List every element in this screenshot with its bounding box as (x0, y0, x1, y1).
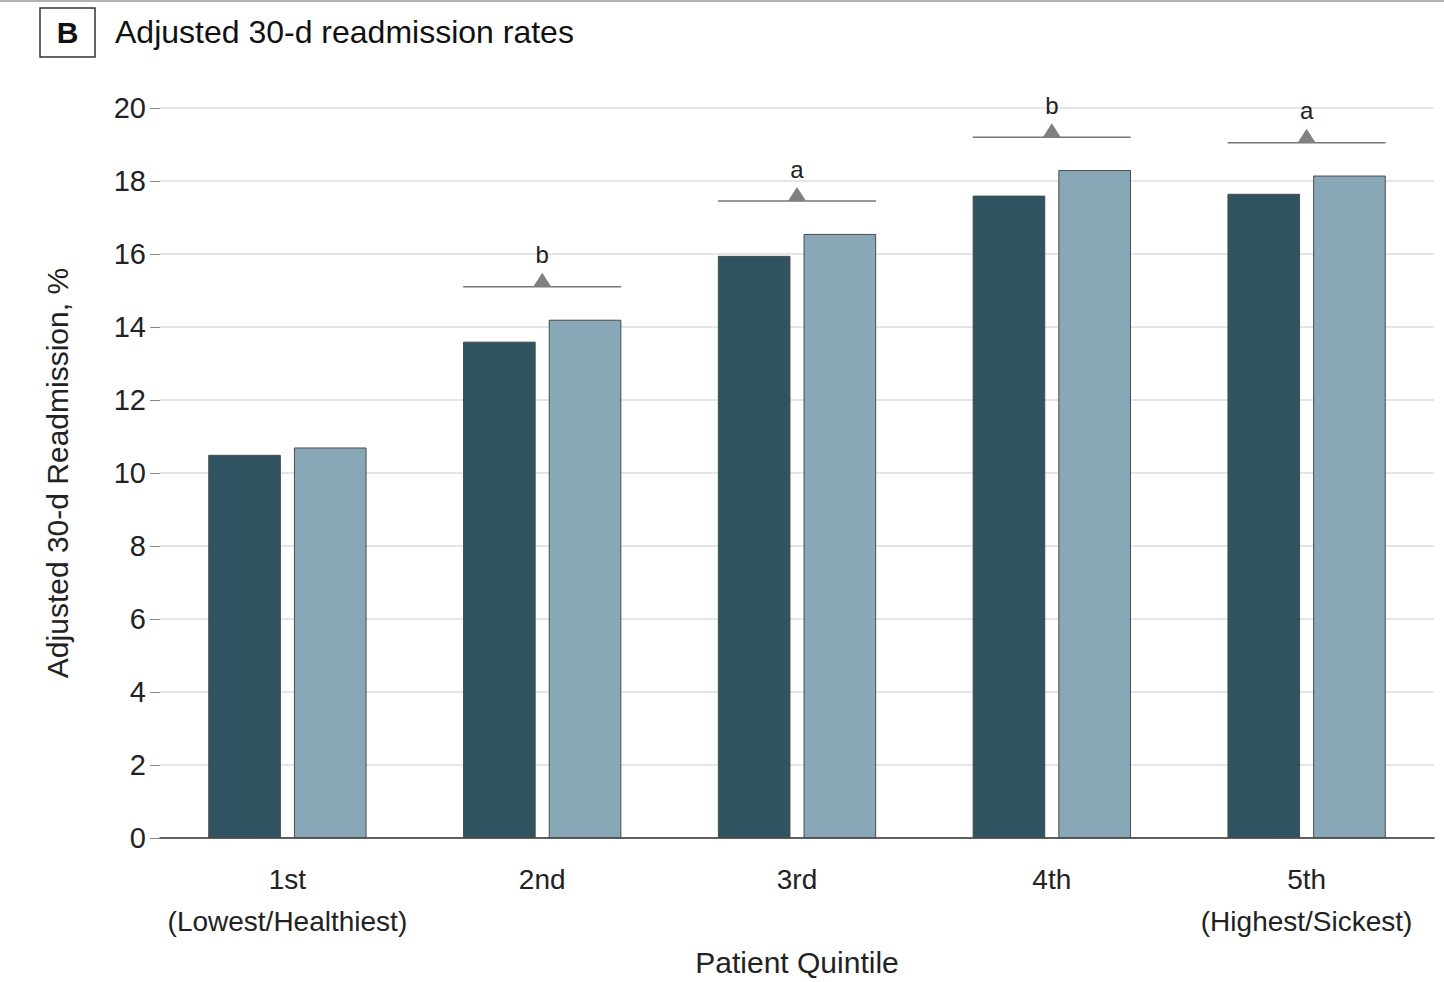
svg-text:Adjusted 30-d readmission rate: Adjusted 30-d readmission rates (115, 14, 574, 50)
svg-text:b: b (536, 241, 549, 268)
svg-text:0: 0 (130, 822, 146, 854)
svg-text:4th: 4th (1032, 864, 1071, 895)
svg-text:18: 18 (114, 165, 146, 197)
svg-text:3rd: 3rd (777, 864, 817, 895)
svg-text:Patient Quintile: Patient Quintile (695, 946, 898, 979)
svg-text:14: 14 (114, 311, 146, 343)
svg-text:(Highest/Sickest): (Highest/Sickest) (1201, 906, 1413, 937)
svg-text:B: B (57, 16, 79, 49)
svg-text:a: a (1300, 97, 1314, 124)
svg-text:12: 12 (114, 384, 146, 416)
svg-text:8: 8 (130, 530, 146, 562)
svg-text:20: 20 (114, 92, 146, 124)
svg-text:6: 6 (130, 603, 146, 635)
svg-text:16: 16 (114, 238, 146, 270)
svg-text:b: b (1045, 92, 1058, 119)
svg-text:(Lowest/Healthiest): (Lowest/Healthiest) (168, 906, 408, 937)
svg-text:1st: 1st (269, 864, 307, 895)
svg-text:10: 10 (114, 457, 146, 489)
svg-text:2nd: 2nd (519, 864, 566, 895)
svg-text:5th: 5th (1287, 864, 1326, 895)
svg-text:Adjusted 30-d Readmission, %: Adjusted 30-d Readmission, % (41, 268, 74, 678)
svg-text:a: a (790, 156, 804, 183)
svg-text:4: 4 (130, 676, 146, 708)
svg-text:2: 2 (130, 749, 146, 781)
